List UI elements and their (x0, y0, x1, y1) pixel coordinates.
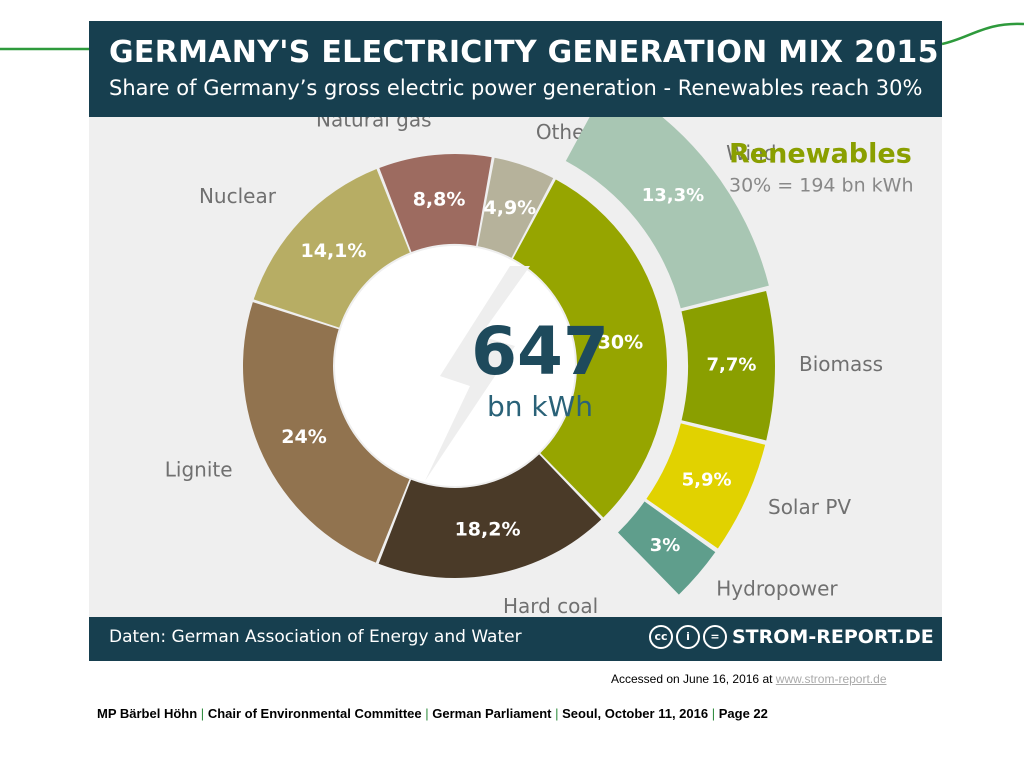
infographic-header: GERMANY'S ELECTRICITY GENERATION MIX 201… (89, 21, 942, 117)
credit-org: German Parliament (432, 706, 552, 721)
slice-hard-coal (378, 454, 602, 578)
brand-name: STROM-REPORT.DE (732, 626, 934, 648)
lightning-bolt-icon (425, 266, 530, 481)
data-label-others: 4,9% (484, 197, 537, 219)
credit-role: Chair of Environmental Committee (207, 706, 422, 721)
data-label-nuclear: 14,1% (301, 240, 367, 262)
cc-icon: cc (649, 625, 673, 649)
accessed-note: Accessed on June 16, 2016 at www.strom-r… (611, 672, 887, 686)
data-label-hard-coal: 18,2% (455, 518, 521, 540)
data-label-renewables: 30% (598, 331, 643, 353)
outer-slice-solar-pv (646, 423, 766, 549)
no-derivatives-icon: = (703, 625, 727, 649)
data-label-biomass: 7,7% (707, 355, 757, 376)
data-label-natural-gas: 8,8% (413, 188, 466, 210)
outer-slice-biomass (681, 290, 775, 441)
decorative-green-line (0, 22, 1024, 51)
donut-chart: 30% 18,2% Hard coal 24% Lignite 14,1% Nuclear 8… (165, 117, 914, 617)
renewables-note: 30% = 194 bn kWh (729, 175, 914, 197)
credit-name: MP Bärbel Höhn (97, 706, 198, 721)
credit-separator: | (425, 706, 429, 721)
data-label-hydropower: 3% (650, 535, 681, 556)
category-label-wind: Wind (726, 141, 776, 165)
credit-separator: | (711, 706, 716, 721)
accessed-text: Accessed on June 16, 2016 at (611, 672, 773, 686)
outer-slice-wind (565, 117, 769, 309)
renewables-heading: Renewables (729, 139, 912, 170)
data-label-solar-pv: 5,9% (682, 470, 732, 491)
credit-separator: | (200, 706, 205, 721)
slice-renewables (513, 179, 668, 518)
slide-credit: MP Bärbel Höhn | Chair of Environmental … (97, 706, 768, 721)
slice-lignite (242, 302, 410, 563)
attribution-icon: i (676, 625, 700, 649)
credit-page: Page 22 (718, 706, 768, 721)
chart-subtitle: Share of Germany’s gross electric power … (109, 76, 923, 100)
slice-natural-gas (379, 154, 492, 253)
slice-others (477, 157, 554, 258)
data-label-wind: 13,3% (642, 185, 704, 206)
credit-separator: | (555, 706, 559, 721)
category-label-solar-pv: Solar PV (768, 495, 851, 519)
category-label-nuclear: Nuclear (199, 184, 277, 208)
category-label-natural-gas: Natural gas (316, 117, 432, 132)
infographic-footer: Daten: German Association of Energy and … (89, 617, 942, 661)
outer-slice-hydropower (618, 501, 716, 595)
chart-title: GERMANY'S ELECTRICITY GENERATION MIX 201… (109, 35, 939, 70)
data-label-lignite: 24% (281, 426, 326, 448)
center-unit: bn kWh (487, 390, 593, 423)
category-label-hard-coal: Hard coal (503, 594, 598, 617)
center-value: 647 (471, 313, 609, 390)
category-label-hydropower: Hydropower (716, 576, 838, 600)
category-label-lignite: Lignite (165, 458, 233, 482)
source-note: Daten: German Association of Energy and … (109, 627, 522, 647)
license-badge: cc i = (649, 625, 727, 649)
source-link[interactable]: www.strom-report.de (775, 672, 887, 686)
category-label-biomass: Biomass (799, 352, 883, 376)
credit-event: Seoul, October 11, 2016 (562, 706, 709, 721)
slice-nuclear (253, 169, 410, 328)
infographic: GERMANY'S ELECTRICITY GENERATION MIX 201… (89, 21, 942, 661)
